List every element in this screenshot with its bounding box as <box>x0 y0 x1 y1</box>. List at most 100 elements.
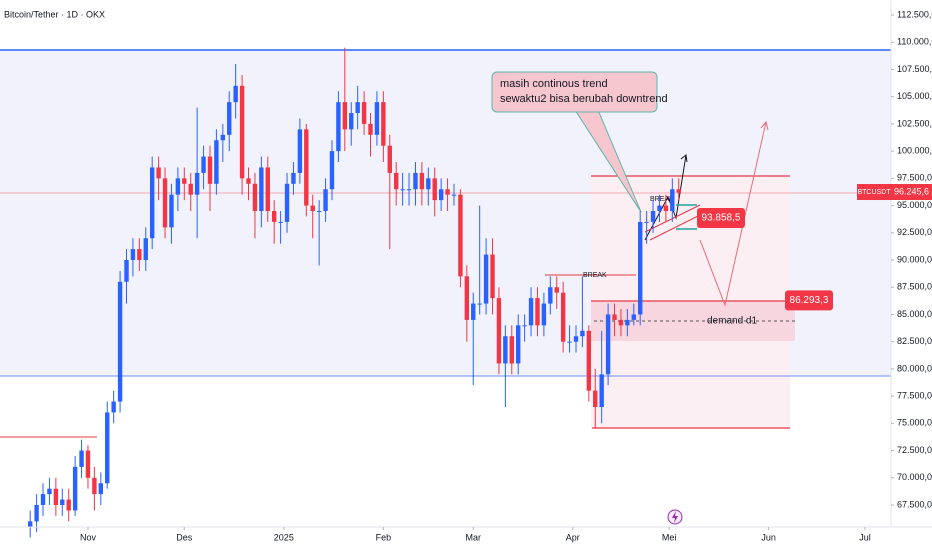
candle-body <box>79 450 84 467</box>
candle-body <box>233 85 238 103</box>
x-tick-label: Mar <box>466 532 482 542</box>
candle-body <box>516 325 521 364</box>
x-tick-label: Nov <box>80 532 97 542</box>
candle-body <box>496 298 502 364</box>
candle-body <box>374 102 380 135</box>
candle-body <box>483 254 489 304</box>
y-tick-label: 82.500,0 <box>897 336 932 346</box>
y-tick-label: 105.000,0 <box>897 91 932 101</box>
candle-body <box>605 314 611 375</box>
candles <box>27 47 681 538</box>
x-tick-label: Des <box>176 532 193 542</box>
candle-body <box>560 292 566 342</box>
candle-body <box>612 314 617 320</box>
candle-body <box>406 189 412 191</box>
candle-body <box>599 374 604 408</box>
candle-body <box>361 102 367 124</box>
candle-body <box>182 178 187 184</box>
x-tick-label: Feb <box>376 532 392 542</box>
candle-body <box>644 221 649 223</box>
candle-body <box>438 189 444 201</box>
arrow-head <box>760 120 769 131</box>
candle-body <box>188 183 193 195</box>
y-tick-label: 107.500,0 <box>897 64 932 74</box>
x-tick-label: Jul <box>859 532 871 542</box>
candle-body <box>162 178 168 228</box>
candle-body <box>47 488 52 495</box>
candle-body <box>419 172 425 190</box>
candle-body <box>387 145 392 173</box>
y-tick-label: 77.500,0 <box>897 390 932 400</box>
candle-body <box>503 336 508 364</box>
break-label: BREAK <box>583 272 607 279</box>
labels: 67.500,0 70.000,0 72.500,0 75.000,0 77.500,0… <box>80 9 932 542</box>
candle-body <box>445 189 450 195</box>
candle-body <box>105 412 110 484</box>
y-tick-label: 97.500,0 <box>897 173 932 183</box>
y-tick-label: 72.500,0 <box>897 445 932 455</box>
candle-body <box>149 167 155 239</box>
candle-body <box>528 298 534 326</box>
candle-body <box>663 205 669 212</box>
candle-body <box>464 276 470 320</box>
callout-text: sewaktu2 bisa berubah downtrend <box>500 93 668 105</box>
candle-body <box>304 129 309 206</box>
candle-body <box>670 189 675 212</box>
y-tick-label: 80.000,0 <box>897 363 932 373</box>
y-tick-label: 67.500,0 <box>897 499 932 509</box>
y-tick-label: 75.000,0 <box>897 418 932 428</box>
candle-body <box>631 314 636 320</box>
candle-body <box>98 483 104 495</box>
candle-body <box>573 336 579 342</box>
candle-body <box>259 167 264 212</box>
candle-body <box>111 401 116 413</box>
candle-body <box>413 172 418 190</box>
candle-body <box>426 178 431 190</box>
last-price-tag <box>891 184 932 201</box>
arrow-head <box>680 154 688 163</box>
candle-body <box>535 298 540 326</box>
price-label-box <box>697 208 745 229</box>
last-price-label: 96.245,6 <box>894 186 929 196</box>
candle-body <box>239 85 245 179</box>
x-tick-label: 2025 <box>274 532 294 542</box>
candle-body <box>137 249 142 261</box>
candle-body <box>278 221 283 223</box>
y-tick-label: 85.000,0 <box>897 309 932 319</box>
candle-body <box>194 172 200 195</box>
zone-label: demand d1 <box>707 316 757 327</box>
y-tick-label: 95.000,0 <box>897 200 932 210</box>
candle-body <box>381 102 386 146</box>
price-scale <box>891 0 932 550</box>
price-label-box <box>785 290 833 311</box>
event-icon-bolt <box>672 511 678 523</box>
candle-body <box>509 336 514 364</box>
candle-body <box>60 499 65 506</box>
candle-body <box>316 211 322 213</box>
chart-title: Bitcoin/Tether · 1D · OKX <box>4 9 105 19</box>
candle-body <box>310 205 315 212</box>
break-label: BREAK <box>650 196 674 203</box>
candle-body <box>393 172 399 190</box>
candle-body <box>657 205 662 212</box>
candle-body <box>117 281 123 402</box>
candle-body <box>156 167 161 179</box>
y-tick-label: 100.000,0 <box>897 146 932 156</box>
candle-body <box>207 156 213 184</box>
candle-body <box>368 123 373 135</box>
candle-body <box>554 287 559 293</box>
callout-text: masih continous trend <box>500 78 608 90</box>
candle-body <box>650 211 656 222</box>
candle-body <box>92 477 97 495</box>
candle-body <box>451 194 457 196</box>
candle-body <box>676 189 681 193</box>
candle-body <box>34 505 39 522</box>
symbol-tag <box>857 184 891 201</box>
candle-body <box>580 330 585 337</box>
y-tick-label: 92.500,0 <box>897 227 932 237</box>
candle-body <box>130 249 136 261</box>
candle-body <box>336 102 341 152</box>
candle-body <box>66 499 71 511</box>
candle-body <box>432 178 437 201</box>
